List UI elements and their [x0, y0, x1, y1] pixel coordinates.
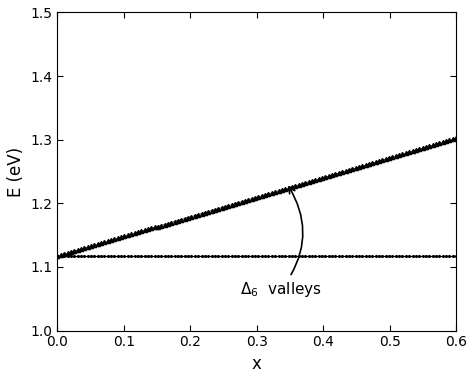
- Y-axis label: E (eV): E (eV): [7, 146, 25, 196]
- Text: $\Delta_{6}$  valleys: $\Delta_{6}$ valleys: [240, 187, 322, 299]
- X-axis label: x: x: [252, 355, 262, 373]
